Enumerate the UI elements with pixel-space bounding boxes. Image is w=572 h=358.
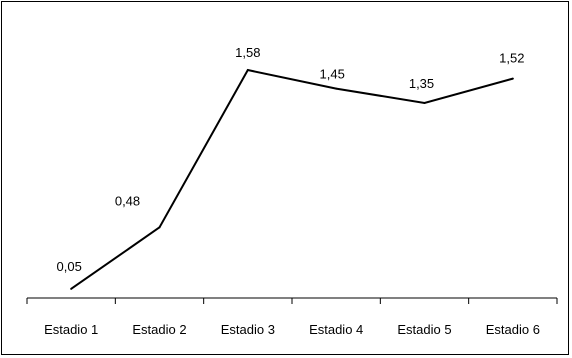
data-point (511, 77, 514, 80)
data-label: 1,45 (320, 67, 345, 82)
series-line (70, 68, 514, 290)
x-tick-label: Estadio 2 (132, 322, 186, 337)
data-point (335, 87, 338, 90)
x-tick-label: Estadio 6 (486, 322, 540, 337)
data-point (70, 287, 73, 290)
data-labels: 0,05 0,48 1,58 1,45 1,35 1,52 (57, 45, 525, 274)
data-point (246, 69, 249, 72)
x-tick-label: Estadio 1 (44, 322, 98, 337)
x-tick-label: Estadio 4 (309, 322, 363, 337)
data-label: 0,05 (57, 259, 82, 274)
x-tick-labels: Estadio 1 Estadio 2 Estadio 3 Estadio 4 Esta… (44, 322, 540, 337)
data-label: 1,52 (499, 51, 524, 66)
x-tick-label: Estadio 5 (397, 322, 451, 337)
x-tick-label: Estadio 3 (221, 322, 275, 337)
series-line-group (70, 68, 514, 290)
data-label: 1,35 (409, 76, 434, 91)
x-axis (26, 297, 558, 304)
data-point (158, 226, 161, 229)
data-label: 1,58 (235, 45, 260, 60)
data-label: 0,48 (115, 193, 140, 208)
data-point (423, 101, 426, 104)
